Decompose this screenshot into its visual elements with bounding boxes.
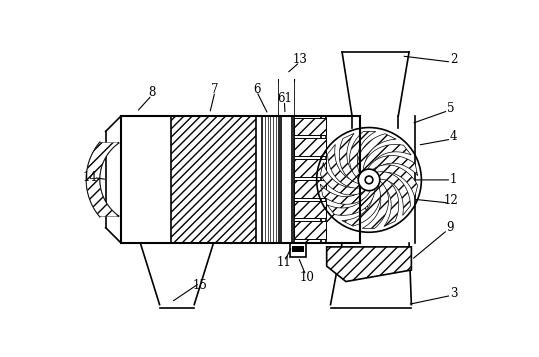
Text: 2: 2 <box>450 53 458 66</box>
Polygon shape <box>340 133 360 184</box>
Polygon shape <box>358 134 396 175</box>
Text: 12: 12 <box>444 194 459 207</box>
Bar <box>294 117 326 135</box>
Text: 1: 1 <box>450 174 458 186</box>
Polygon shape <box>372 165 418 197</box>
Polygon shape <box>342 185 381 226</box>
Polygon shape <box>378 176 399 226</box>
Text: 13: 13 <box>292 53 307 66</box>
Text: 9: 9 <box>446 221 454 234</box>
Polygon shape <box>328 145 362 188</box>
Polygon shape <box>363 145 411 172</box>
Polygon shape <box>320 162 367 195</box>
Bar <box>291 243 306 257</box>
Text: 5: 5 <box>447 102 454 115</box>
Bar <box>294 180 326 198</box>
Polygon shape <box>376 172 411 215</box>
Text: 14: 14 <box>83 171 98 184</box>
Bar <box>121 116 360 243</box>
Circle shape <box>358 169 380 191</box>
Polygon shape <box>327 188 375 215</box>
Text: 4: 4 <box>450 130 458 143</box>
Bar <box>292 246 305 252</box>
Bar <box>294 221 326 239</box>
Text: 3: 3 <box>450 287 458 300</box>
Bar <box>262 116 279 243</box>
Text: 15: 15 <box>192 279 207 292</box>
Text: 11: 11 <box>277 256 292 269</box>
Polygon shape <box>327 247 411 282</box>
Text: 8: 8 <box>148 86 156 99</box>
Text: 6: 6 <box>253 82 260 96</box>
Text: 61: 61 <box>277 92 292 105</box>
Polygon shape <box>362 180 389 228</box>
Polygon shape <box>349 131 376 179</box>
Bar <box>279 74 294 116</box>
Text: 10: 10 <box>300 271 315 284</box>
Text: 7: 7 <box>211 82 219 96</box>
Bar <box>281 116 292 243</box>
Polygon shape <box>320 184 371 204</box>
Bar <box>294 138 326 156</box>
Bar <box>294 159 326 177</box>
Polygon shape <box>367 156 418 176</box>
Circle shape <box>365 176 373 184</box>
Bar <box>294 201 326 218</box>
Polygon shape <box>86 142 119 217</box>
Bar <box>171 116 256 243</box>
